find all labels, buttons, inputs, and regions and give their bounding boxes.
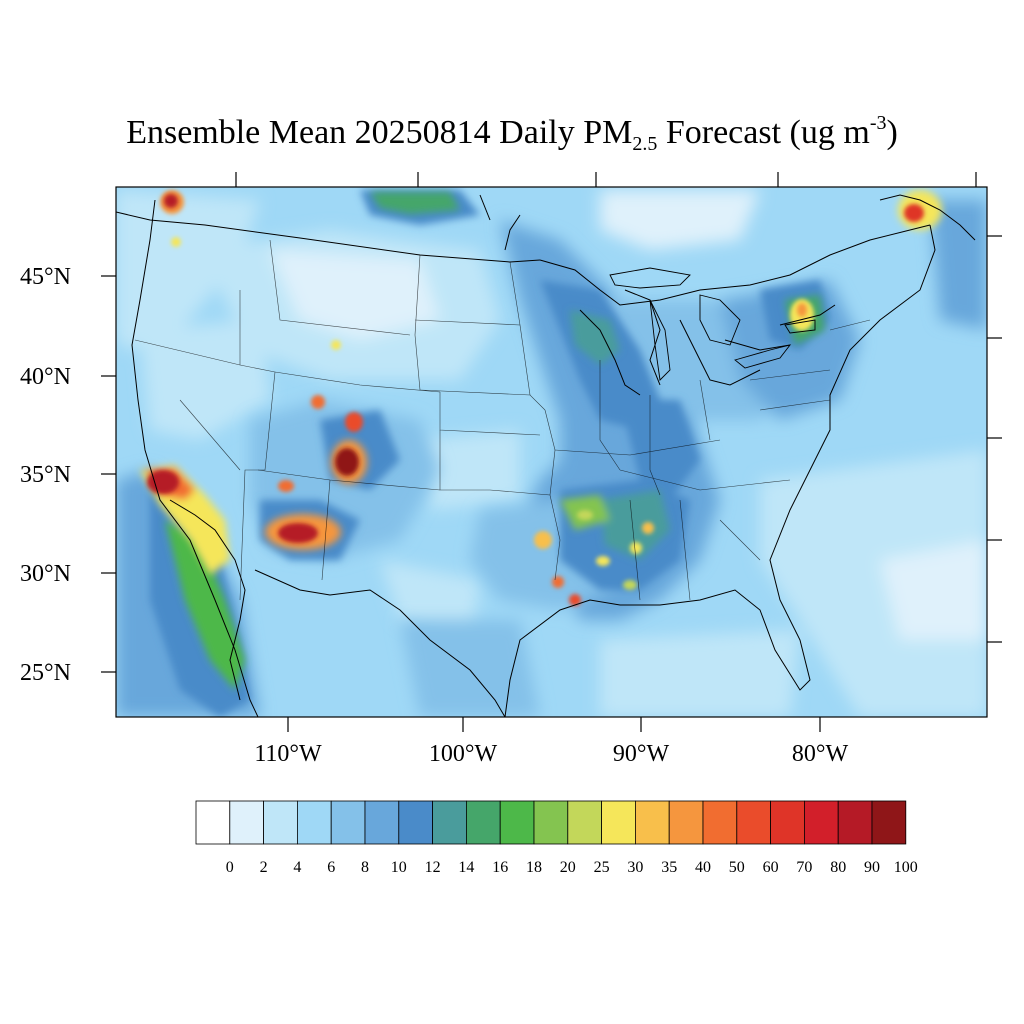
- colorbar-label: 4: [293, 859, 301, 876]
- colorbar-label: 8: [361, 859, 369, 876]
- colorbar-swatch: [668, 800, 704, 845]
- colorbar-swatch: [499, 800, 535, 845]
- colorbar: 0 2 4 6 8 10 12 14 16 18 20 25 30 35 40 50 60 70 80 90 100: [195, 800, 918, 876]
- colorbar-label: 16: [492, 859, 508, 876]
- map-ticks: [101, 172, 1002, 732]
- colorbar-label: 70: [796, 859, 812, 876]
- great-lakes: [609, 267, 816, 381]
- pm25-hotspots: [140, 190, 942, 606]
- colorbar-label: 14: [458, 859, 474, 876]
- colorbar-swatch: [195, 800, 231, 845]
- colorbar-label: 90: [864, 859, 880, 876]
- colorbar-swatch: [465, 800, 501, 845]
- colorbar-label: 30: [627, 859, 643, 876]
- colorbar-label: 2: [260, 859, 268, 876]
- map-frame: [115, 186, 988, 718]
- colorbar-label: 12: [425, 859, 441, 876]
- state-borders: [134, 239, 871, 601]
- colorbar-swatch: [533, 800, 569, 845]
- colorbar-swatch: [567, 800, 602, 845]
- colorbar-label: 25: [594, 859, 610, 876]
- colorbar-swatch: [229, 800, 265, 845]
- colorbar-label: 80: [830, 859, 846, 876]
- lon-label-110w: 110°W: [254, 741, 322, 767]
- colorbar-label: 35: [661, 859, 677, 876]
- colorbar-swatch: [635, 800, 670, 845]
- colorbar-swatch: [837, 800, 873, 845]
- lat-label-30: 30°N: [20, 561, 71, 587]
- colorbar-label: 40: [695, 859, 711, 876]
- lon-label-100w: 100°W: [429, 741, 498, 767]
- colorbar-swatch: [364, 800, 400, 845]
- longitude-labels: 110°W 100°W 90°W 80°W: [254, 741, 848, 767]
- lat-label-25: 25°N: [20, 660, 71, 686]
- lon-label-90w: 90°W: [613, 741, 670, 767]
- colorbar-swatch: [804, 800, 839, 845]
- colorbar-swatch: [432, 800, 467, 845]
- map-title: Ensemble Mean 20250814 Daily PM2.5 Forec…: [126, 112, 898, 155]
- colorbar-label: 100: [894, 859, 918, 876]
- colorbar-swatch: [330, 800, 366, 845]
- map-plot-area: [116, 187, 987, 717]
- colorbar-swatch: [736, 800, 771, 845]
- lat-label-45: 45°N: [20, 264, 71, 290]
- colorbar-label: 10: [391, 859, 407, 876]
- colorbar-swatch: [770, 800, 805, 845]
- colorbar-swatch: [398, 800, 433, 845]
- lat-label-35: 35°N: [20, 462, 71, 488]
- colorbar-swatch: [871, 800, 907, 845]
- colorbar-label: 18: [526, 859, 542, 876]
- colorbar-label: 60: [763, 859, 779, 876]
- colorbar-swatch: [601, 800, 636, 845]
- colorbar-label: 6: [327, 859, 335, 876]
- colorbar-swatch: [702, 800, 738, 845]
- colorbar-swatch: [263, 800, 298, 845]
- colorbar-label: 0: [226, 859, 234, 876]
- colorbar-label: 50: [729, 859, 745, 876]
- latitude-labels: 45°N 40°N 35°N 30°N 25°N: [20, 264, 71, 686]
- lon-label-80w: 80°W: [792, 741, 849, 767]
- colorbar-label: 20: [560, 859, 576, 876]
- lat-label-40: 40°N: [20, 364, 71, 390]
- colorbar-swatch: [296, 800, 332, 845]
